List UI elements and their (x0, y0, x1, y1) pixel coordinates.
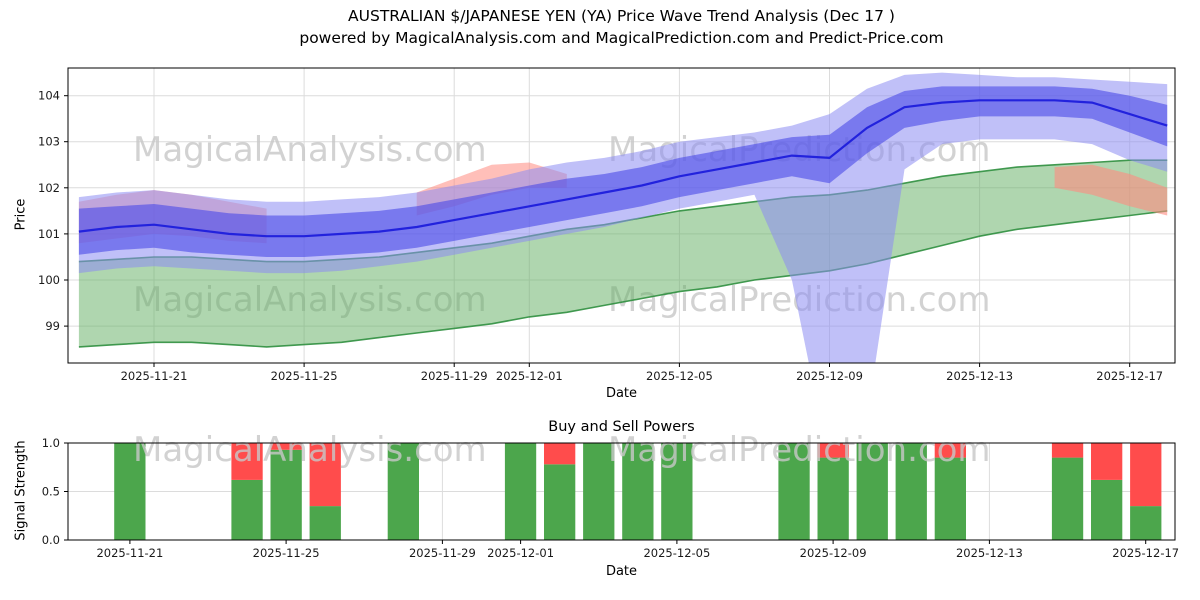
x-tick-label: 2025-12-05 (643, 546, 710, 560)
red-wave-late (1054, 164, 1168, 216)
green-trend-channel-lower-edge (78, 210, 1168, 348)
sell-bar (934, 443, 966, 458)
y-tick-label: 104 (38, 89, 60, 103)
sell-bar (817, 443, 849, 458)
buy-bar (504, 443, 537, 540)
buy-bar (270, 449, 302, 540)
y-tick-label: 103 (38, 135, 60, 149)
price-axes: 2025-11-21 2025-11-25 2025-11-29 2025-12-01… (38, 67, 1176, 383)
sell-bar (231, 443, 263, 480)
buy-bar (1130, 506, 1162, 540)
buy-bar (1091, 479, 1123, 540)
x-tick-label: 2025-12-09 (800, 546, 867, 560)
y-tick-label: 101 (38, 227, 60, 241)
watermark-row: MagicalAnalysis.com MagicalPrediction.com (133, 430, 991, 470)
power-axes: 2025-11-21 2025-11-25 2025-11-29 2025-12-01… (42, 436, 1179, 560)
sell-bar (1051, 443, 1084, 458)
y-tick-label: 100 (38, 273, 60, 287)
buy-bar (231, 479, 263, 540)
y-tick-label: 102 (38, 181, 60, 195)
buy-bar (114, 443, 146, 540)
chart-title: AUSTRALIAN $/JAPANESE YEN (YA) Price Wav… (348, 7, 895, 25)
buy-bar (661, 443, 693, 540)
date-axis-label-top: Date (605, 386, 638, 401)
sell-bar (309, 443, 341, 507)
x-tick-label: 2025-12-01 (496, 369, 563, 383)
buy-bar (817, 457, 849, 540)
x-tick-label: 2025-11-21 (121, 369, 188, 383)
blue-inner-band (78, 86, 1168, 258)
y-tick-label: 1.0 (42, 436, 60, 450)
x-tick-label: 2025-11-25 (271, 369, 338, 383)
signal-strength-axis-label: Signal Strength (13, 440, 29, 541)
price-axis-label: Price (13, 198, 29, 231)
buy-bar (622, 443, 654, 540)
x-tick-label: 2025-11-29 (421, 369, 488, 383)
power-bars (114, 443, 1162, 540)
price-median-line (78, 99, 1168, 238)
sell-bar (1130, 443, 1162, 507)
buy-bar (387, 443, 419, 540)
y-tick-label: 0.5 (42, 485, 60, 499)
x-tick-label: 2025-11-21 (96, 546, 163, 560)
power-chart-title: Buy and Sell Powers (548, 419, 695, 435)
buy-bar (778, 443, 810, 540)
x-tick-label: 2025-12-09 (796, 369, 863, 383)
chart-subtitle: powered by MagicalAnalysis.com and Magic… (299, 29, 944, 47)
x-tick-label: 2025-12-17 (1096, 369, 1163, 383)
x-tick-label: 2025-12-13 (956, 546, 1023, 560)
watermark-analysis: MagicalAnalysis.com (133, 430, 487, 470)
buy-bar (309, 506, 341, 540)
x-tick-label: 2025-11-29 (409, 546, 476, 560)
price-series (78, 72, 1168, 363)
sell-bar (1091, 443, 1123, 480)
y-tick-label: 99 (45, 319, 60, 333)
buy-bar (544, 464, 576, 540)
x-tick-label: 2025-12-13 (946, 369, 1013, 383)
sell-bar (544, 443, 576, 465)
x-tick-label: 2025-12-17 (1112, 546, 1179, 560)
x-tick-label: 2025-12-01 (487, 546, 554, 560)
buy-bar (895, 443, 927, 540)
buy-bar (583, 443, 615, 540)
buy-bar (1051, 457, 1084, 540)
watermark-prediction: MagicalPrediction.com (608, 430, 991, 470)
blue-outer-band (78, 72, 1168, 363)
sell-bar (270, 443, 302, 450)
x-tick-label: 2025-11-25 (253, 546, 320, 560)
date-axis-label-bottom: Date (605, 564, 638, 579)
buy-bar (856, 443, 888, 540)
x-tick-label: 2025-12-05 (646, 369, 713, 383)
watermark-analysis: MagicalAnalysis.com (133, 130, 487, 170)
buy-bar (934, 457, 966, 540)
y-tick-label: 0.0 (42, 533, 60, 547)
